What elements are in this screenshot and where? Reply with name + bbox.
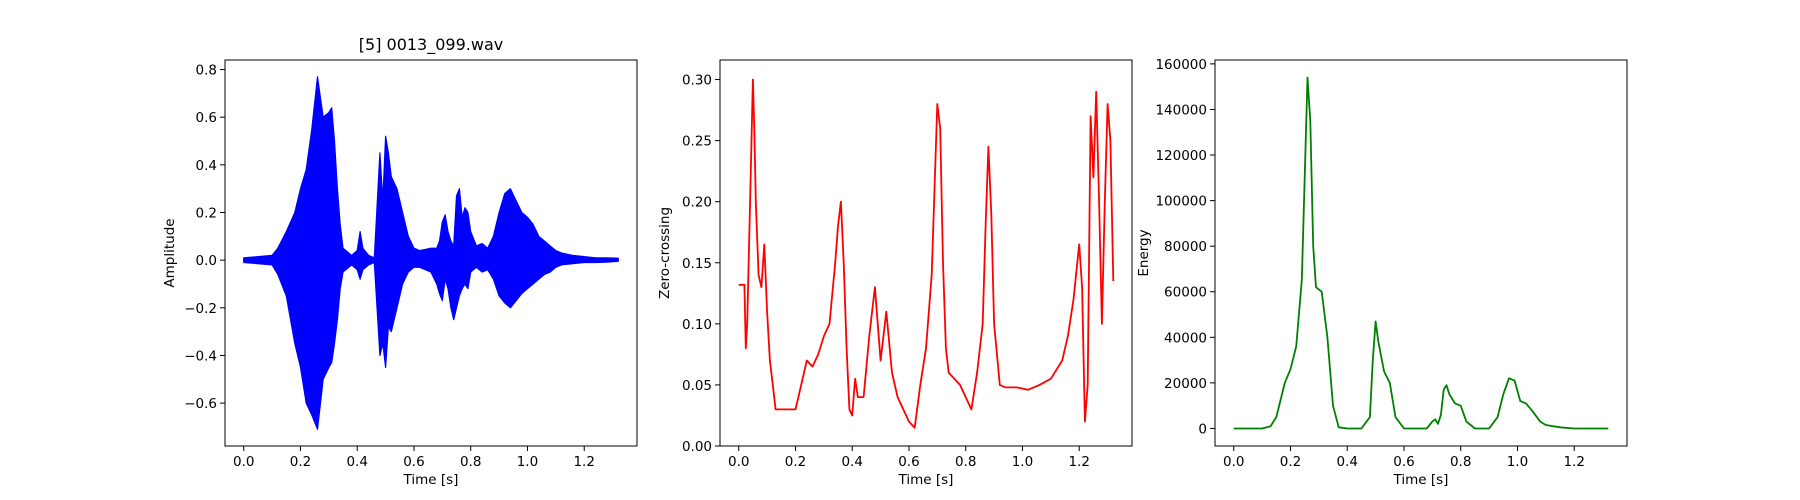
- y-tick-label: 120000: [1155, 148, 1207, 164]
- x-tick-label: 0.4: [841, 454, 862, 470]
- y-axis-label: Zero-crossing: [657, 207, 673, 299]
- x-tick-label: 0.0: [728, 454, 749, 470]
- y-tick-label: 0.15: [682, 256, 712, 272]
- x-tick-label: 1.0: [1507, 454, 1528, 470]
- y-tick-label: 0.10: [682, 317, 712, 333]
- x-tick-label: 1.0: [517, 454, 538, 470]
- x-axis-label: Time [s]: [403, 472, 459, 488]
- amplitude-panel: 0.0 0.2 0.4 0.6 0.8 1.0 1.2 −0.6 −0.4 −0.2 0.0 0.2 0…: [162, 35, 638, 488]
- plot-frame: [1214, 59, 1628, 447]
- series-0-waveform: [243, 76, 619, 430]
- x-tick-label: 0.6: [403, 454, 424, 470]
- x-tick-label: 0.8: [460, 454, 481, 470]
- energy-panel: 0.0 0.2 0.4 0.6 0.8 1.0 1.2 0 20000 40000 60000 800…: [1136, 57, 1628, 488]
- x-tick-label: 0.2: [1280, 454, 1301, 470]
- series-0-line: [738, 78, 1115, 429]
- y-tick-label: 0.8: [196, 63, 217, 79]
- x-tick-label: 0.0: [233, 454, 254, 470]
- x-tick-label: 0.2: [785, 454, 806, 470]
- zero-crossing-panel: 0.0 0.2 0.4 0.6 0.8 1.0 1.2 0.00 0.05 0.10 0.15 0.2…: [657, 59, 1133, 488]
- y-tick-label: −0.6: [184, 396, 217, 412]
- plot-frame: [224, 59, 638, 447]
- x-tick-label: 0.6: [898, 454, 919, 470]
- x-tick-label: 1.2: [573, 454, 594, 470]
- x-tick-label: 0.8: [1450, 454, 1471, 470]
- x-tick-label: 1.0: [1012, 454, 1033, 470]
- x-tick-label: 0.8: [955, 454, 976, 470]
- x-tick-label: 0.4: [346, 454, 367, 470]
- y-tick-label: 0.0: [196, 253, 217, 269]
- panel-title: [5] 0013_099.wav: [359, 35, 503, 55]
- x-axis-label: Time [s]: [898, 472, 954, 488]
- y-tick-label: 0.25: [682, 134, 712, 150]
- x-tick-label: 0.4: [1336, 454, 1357, 470]
- x-tick-label: 0.6: [1393, 454, 1414, 470]
- x-tick-label: 0.0: [1223, 454, 1244, 470]
- x-tick-label: 1.2: [1068, 454, 1089, 470]
- y-tick-label: 160000: [1155, 57, 1207, 73]
- y-tick-label: 40000: [1164, 330, 1207, 346]
- y-tick-label: 0.00: [682, 439, 712, 455]
- y-tick-label: 0.4: [196, 158, 217, 174]
- y-tick-label: 80000: [1164, 239, 1207, 255]
- y-tick-label: 0.6: [196, 110, 217, 126]
- y-axis-label: Amplitude: [162, 218, 178, 287]
- y-tick-label: 20000: [1164, 376, 1207, 392]
- x-tick-label: 0.2: [290, 454, 311, 470]
- x-tick-label: 1.2: [1563, 454, 1584, 470]
- y-tick-label: 60000: [1164, 285, 1207, 301]
- y-tick-label: −0.4: [184, 348, 217, 364]
- y-tick-label: 100000: [1155, 194, 1207, 210]
- x-axis-label: Time [s]: [1393, 472, 1449, 488]
- series-0-line: [1233, 76, 1609, 430]
- plot-frame: [719, 59, 1133, 447]
- y-axis-label: Energy: [1136, 229, 1152, 276]
- y-tick-label: 0.20: [682, 195, 712, 211]
- y-tick-label: 0.2: [196, 205, 217, 221]
- y-tick-label: 0.05: [682, 378, 712, 394]
- y-tick-label: −0.2: [184, 301, 217, 317]
- y-tick-label: 140000: [1155, 102, 1207, 118]
- y-tick-label: 0.30: [682, 73, 712, 89]
- y-tick-label: 0: [1198, 421, 1207, 437]
